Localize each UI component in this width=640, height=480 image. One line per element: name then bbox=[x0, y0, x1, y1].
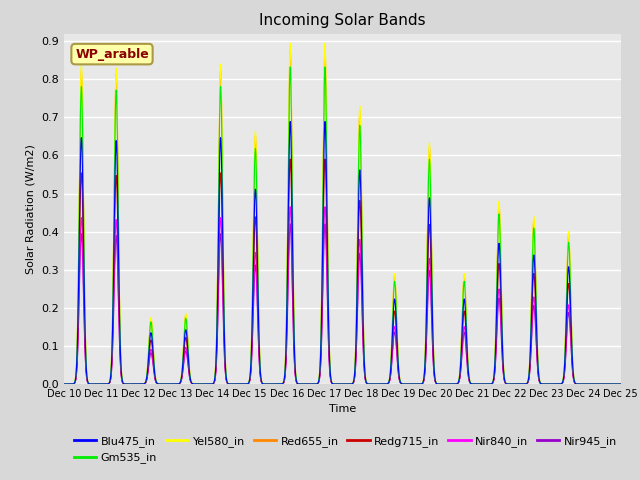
Red655_in bbox=[478, 381, 486, 387]
Redg715_in bbox=[582, 381, 590, 387]
Gm535_in bbox=[60, 381, 68, 387]
Red655_in bbox=[231, 381, 239, 387]
Redg715_in bbox=[617, 381, 625, 387]
Gm535_in bbox=[79, 205, 87, 211]
Blu475_in bbox=[582, 381, 590, 387]
Nir840_in bbox=[204, 381, 212, 387]
Red655_in bbox=[204, 381, 212, 387]
Nir840_in bbox=[617, 381, 625, 387]
Gm535_in bbox=[617, 381, 625, 387]
Nir945_in bbox=[546, 381, 554, 387]
Red655_in bbox=[617, 381, 625, 387]
Text: WP_arable: WP_arable bbox=[75, 48, 149, 60]
Legend: Blu475_in, Gm535_in, Yel580_in, Red655_in, Redg715_in, Nir840_in, Nir945_in: Blu475_in, Gm535_in, Yel580_in, Red655_i… bbox=[70, 432, 621, 468]
Nir840_in bbox=[478, 381, 486, 387]
Gm535_in bbox=[204, 381, 212, 387]
Red655_in bbox=[546, 381, 554, 387]
Nir840_in bbox=[310, 381, 317, 387]
Red655_in bbox=[60, 381, 68, 387]
Blu475_in bbox=[286, 119, 294, 124]
Redg715_in bbox=[231, 381, 239, 387]
Line: Red655_in: Red655_in bbox=[64, 50, 621, 384]
Gm535_in bbox=[582, 381, 590, 387]
Blu475_in bbox=[546, 381, 554, 387]
Blu475_in bbox=[478, 381, 486, 387]
Yel580_in bbox=[478, 381, 486, 387]
Gm535_in bbox=[231, 381, 239, 387]
Yel580_in bbox=[546, 381, 554, 387]
Redg715_in bbox=[60, 381, 68, 387]
Redg715_in bbox=[204, 381, 212, 387]
Line: Nir945_in: Nir945_in bbox=[64, 224, 621, 384]
Gm535_in bbox=[310, 381, 317, 387]
Yel580_in bbox=[79, 192, 87, 198]
Blu475_in bbox=[231, 381, 239, 387]
Blu475_in bbox=[617, 381, 625, 387]
Line: Redg715_in: Redg715_in bbox=[64, 159, 621, 384]
Nir840_in bbox=[60, 381, 68, 387]
Blu475_in bbox=[60, 381, 68, 387]
Line: Yel580_in: Yel580_in bbox=[64, 43, 621, 384]
Nir945_in bbox=[478, 381, 486, 387]
Redg715_in bbox=[310, 381, 317, 387]
Nir840_in bbox=[582, 381, 590, 387]
Nir945_in bbox=[231, 381, 239, 387]
Nir945_in bbox=[79, 292, 87, 298]
Red655_in bbox=[79, 196, 87, 202]
Nir840_in bbox=[231, 381, 239, 387]
Redg715_in bbox=[286, 156, 294, 162]
Red655_in bbox=[310, 381, 317, 387]
Yel580_in bbox=[617, 381, 625, 387]
Nir945_in bbox=[582, 381, 590, 387]
Blu475_in bbox=[204, 381, 212, 387]
Yel580_in bbox=[204, 381, 212, 387]
Yel580_in bbox=[286, 40, 294, 46]
Nir945_in bbox=[310, 381, 317, 387]
Title: Incoming Solar Bands: Incoming Solar Bands bbox=[259, 13, 426, 28]
Nir945_in bbox=[204, 381, 212, 387]
Redg715_in bbox=[79, 256, 87, 262]
Nir945_in bbox=[617, 381, 625, 387]
X-axis label: Time: Time bbox=[329, 405, 356, 414]
Line: Blu475_in: Blu475_in bbox=[64, 121, 621, 384]
Line: Nir840_in: Nir840_in bbox=[64, 207, 621, 384]
Nir840_in bbox=[79, 283, 87, 288]
Gm535_in bbox=[478, 381, 486, 387]
Red655_in bbox=[286, 47, 294, 53]
Redg715_in bbox=[478, 381, 486, 387]
Nir945_in bbox=[286, 221, 294, 227]
Nir840_in bbox=[546, 381, 554, 387]
Yel580_in bbox=[231, 381, 239, 387]
Blu475_in bbox=[79, 236, 87, 241]
Gm535_in bbox=[286, 64, 294, 70]
Line: Gm535_in: Gm535_in bbox=[64, 67, 621, 384]
Y-axis label: Solar Radiation (W/m2): Solar Radiation (W/m2) bbox=[26, 144, 36, 274]
Gm535_in bbox=[546, 381, 554, 387]
Yel580_in bbox=[310, 381, 317, 387]
Red655_in bbox=[582, 381, 590, 387]
Blu475_in bbox=[310, 381, 317, 387]
Nir945_in bbox=[60, 381, 68, 387]
Redg715_in bbox=[546, 381, 554, 387]
Yel580_in bbox=[582, 381, 590, 387]
Yel580_in bbox=[60, 381, 68, 387]
Nir840_in bbox=[286, 204, 294, 210]
